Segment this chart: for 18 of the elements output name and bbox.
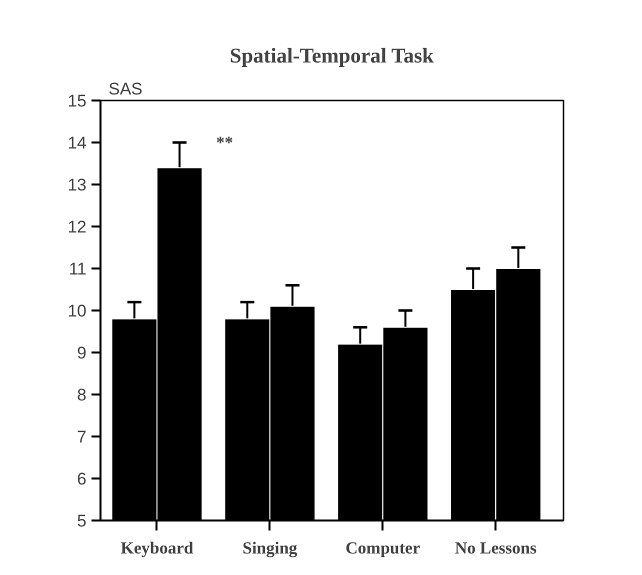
x-tick-label: Computer xyxy=(346,538,421,558)
annotation: ** xyxy=(216,133,234,152)
y-tick-label: 13 xyxy=(68,176,87,194)
y-tick-label: 6 xyxy=(77,470,87,488)
y-tick-label: 5 xyxy=(77,512,87,530)
y-tick-label: 8 xyxy=(77,386,87,404)
x-tick-label: Singing xyxy=(242,538,298,558)
x-tick-label: Keyboard xyxy=(120,538,194,558)
y-tick-label: 12 xyxy=(68,218,87,236)
chart-title: Spatial-Temporal Task xyxy=(230,44,434,68)
y-tick-label: 11 xyxy=(68,260,87,278)
y-tick-label: 7 xyxy=(77,428,87,446)
x-tick-label: No Lessons xyxy=(454,538,537,558)
y-tick-label: 10 xyxy=(68,302,87,320)
y-tick-label: 9 xyxy=(77,344,87,362)
y-axis-title: SAS xyxy=(108,80,143,98)
y-tick-label: 15 xyxy=(68,92,87,110)
y-tick-label: 14 xyxy=(68,134,87,152)
